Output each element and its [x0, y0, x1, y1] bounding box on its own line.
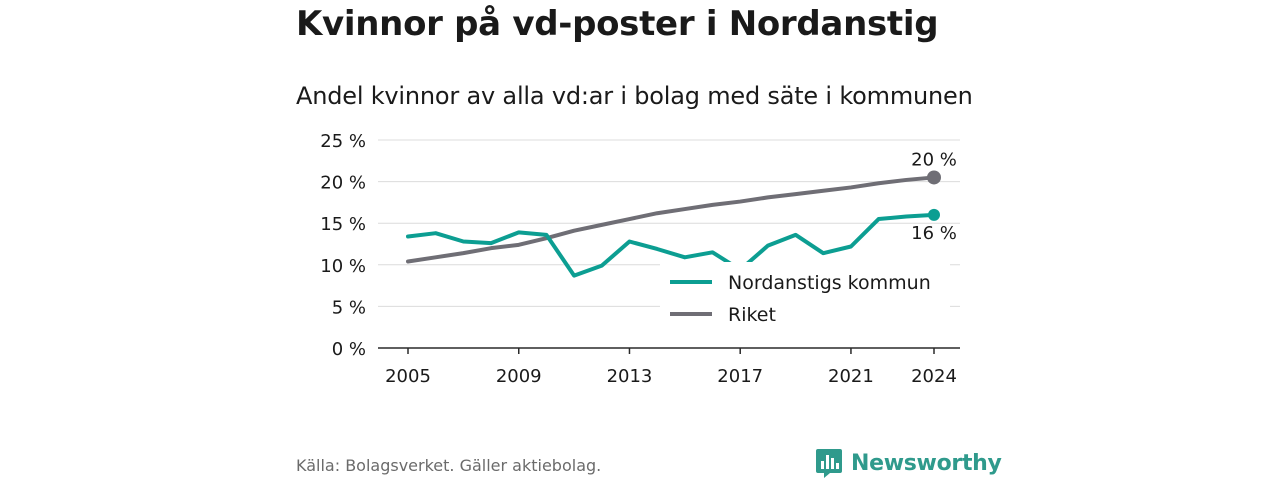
legend-label-riket: Riket: [728, 304, 776, 326]
newsworthy-logo-icon: [816, 449, 842, 478]
x-tick-label: 2024: [911, 366, 957, 387]
legend-label-nordanstig: Nordanstigs kommun: [728, 272, 931, 294]
end-point-nordanstig: [928, 208, 940, 221]
y-axis: 0 % 5 % 10 % 15 % 20 % 25 %: [320, 131, 366, 360]
end-label-riket: 20 %: [911, 149, 957, 170]
y-tick-label: 0 %: [332, 339, 366, 360]
x-axis: 2005 2009 2013 2017 2021 2024: [385, 348, 957, 387]
x-tick-label: 2021: [828, 366, 874, 387]
brand: Newsworthy: [815, 446, 1002, 480]
series-lines: 20 % 16 %: [406, 149, 957, 278]
y-tick-label: 5 %: [332, 297, 366, 318]
end-point-riket: [927, 170, 941, 185]
x-tick-label: 2017: [717, 366, 763, 387]
y-tick-label: 15 %: [320, 214, 366, 235]
chart-subtitle: Andel kvinnor av alla vd:ar i bolag med …: [296, 82, 973, 110]
series-line-nordanstig: [406, 212, 936, 278]
x-tick-label: 2013: [607, 366, 653, 387]
chart-title: Kvinnor på vd-poster i Nordanstig: [296, 4, 939, 44]
y-tick-label: 25 %: [320, 131, 366, 152]
y-tick-label: 10 %: [320, 256, 366, 277]
legend: Nordanstigs kommun Riket: [660, 262, 950, 332]
source-note: Källa: Bolagsverket. Gäller aktiebolag.: [296, 456, 602, 475]
x-tick-label: 2009: [496, 366, 542, 387]
end-label-nordanstig: 16 %: [911, 223, 957, 244]
brand-name: Newsworthy: [851, 450, 1002, 476]
x-tick-label: 2005: [385, 366, 431, 387]
y-tick-label: 20 %: [320, 173, 366, 194]
series-line-riket: [406, 175, 936, 264]
legend-background: [660, 262, 950, 332]
